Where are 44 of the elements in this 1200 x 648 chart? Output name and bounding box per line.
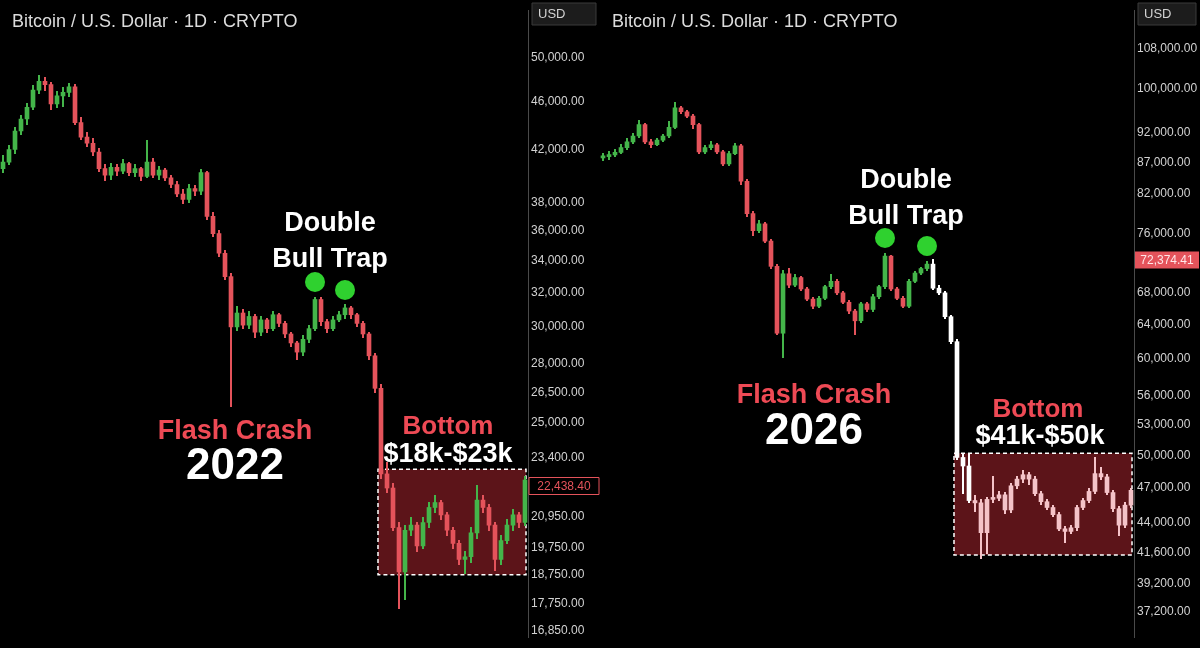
y-tick-label: 30,000.00: [531, 319, 585, 334]
y-tick-label: 16,850.00: [531, 623, 585, 638]
y-tick-label: 32,000.00: [531, 285, 585, 300]
y-tick-label: 68,000.00: [1137, 285, 1191, 300]
y-tick-label: 19,750.00: [531, 539, 585, 554]
annotation: $18k-$23k: [383, 438, 514, 469]
chart-title: Bitcoin / U.S. Dollar · 1D · CRYPTO: [612, 10, 898, 31]
y-tick-label: 38,000.00: [531, 194, 585, 209]
y-tick-label: 36,000.00: [531, 223, 585, 238]
y-tick-label: 37,200.00: [1137, 603, 1191, 618]
y-tick-label: 46,000.00: [531, 93, 585, 108]
y-tick-label: 92,000.00: [1137, 125, 1191, 140]
y-tick-label: 28,000.00: [531, 355, 585, 370]
y-tick-label: 17,750.00: [531, 595, 585, 610]
y-axis-title: USD: [538, 5, 566, 21]
annotation: Bottom: [402, 410, 494, 441]
y-tick-label: 56,000.00: [1137, 387, 1191, 402]
chart-title: Bitcoin / U.S. Dollar · 1D · CRYPTO: [12, 10, 298, 31]
y-tick-label: 76,000.00: [1137, 226, 1191, 241]
y-tick-label: 18,750.00: [531, 567, 585, 582]
y-tick-label: 82,000.00: [1137, 186, 1191, 201]
y-tick-label: 39,200.00: [1137, 576, 1191, 591]
y-tick-label: 23,400.00: [531, 450, 585, 465]
y-tick-label: 50,000.00: [1137, 447, 1191, 462]
y-tick-label: 34,000.00: [531, 253, 585, 268]
y-tick-label: 47,000.00: [1137, 480, 1191, 495]
y-tick-label: 53,000.00: [1137, 416, 1191, 431]
y-tick-label: 20,950.00: [531, 508, 585, 523]
annotation: Double Bull Trap: [272, 207, 388, 274]
y-tick-label: 41,600.00: [1137, 544, 1191, 559]
y-tick-label: 25,000.00: [531, 415, 585, 430]
annotation: Double Bull Trap: [848, 164, 964, 231]
text: 72,374.41: [1140, 252, 1195, 267]
text: 22,438.40: [537, 478, 592, 493]
y-tick-label: 108,000.00: [1137, 40, 1198, 55]
y-tick-label: 50,000.00: [531, 49, 585, 64]
y-tick-label: 60,000.00: [1137, 351, 1191, 366]
y-tick-label: 44,000.00: [1137, 515, 1191, 530]
y-tick-label: 64,000.00: [1137, 317, 1191, 332]
y-tick-label: 100,000.00: [1137, 81, 1198, 96]
y-tick-label: 87,000.00: [1137, 154, 1191, 169]
y-tick-label: 42,000.00: [531, 141, 585, 156]
y-tick-label: 26,500.00: [531, 384, 585, 399]
y-axis-title: USD: [1144, 5, 1172, 21]
